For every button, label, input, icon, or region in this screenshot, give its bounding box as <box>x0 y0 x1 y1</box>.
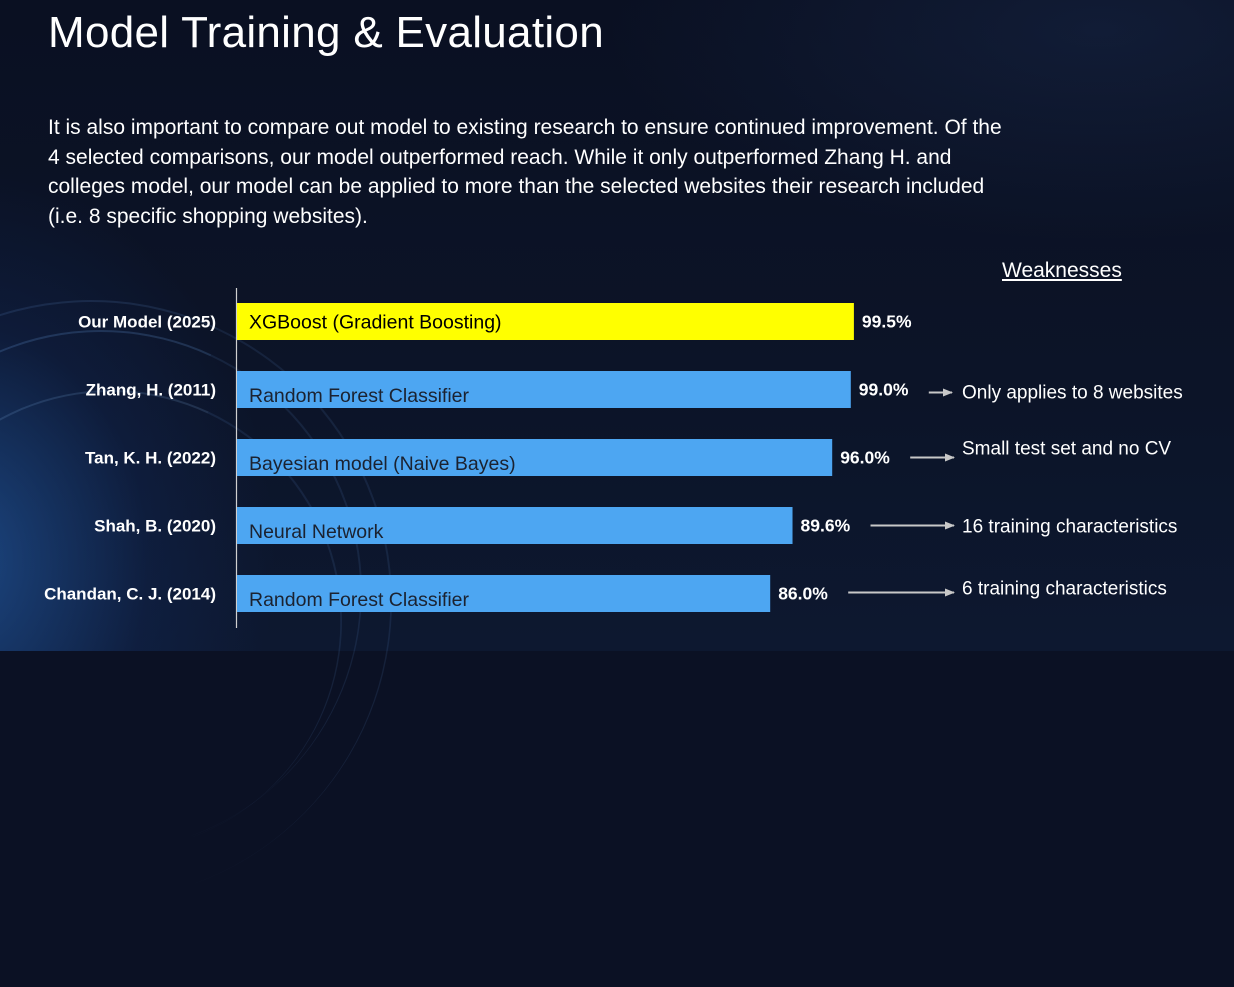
weakness-label: 16 training characteristics <box>962 517 1177 538</box>
slide-title: Model Training & Evaluation <box>48 8 604 57</box>
category-label: Shah, B. (2020) <box>94 517 216 536</box>
bar-model-label: Random Forest Classifier <box>249 385 469 407</box>
bar <box>237 575 771 612</box>
category-label: Zhang, H. (2011) <box>86 381 216 400</box>
category-label: Our Model (2025) <box>78 313 216 332</box>
weaknesses-heading: Weaknesses <box>1002 259 1122 282</box>
comparison-bar-chart: Our Model (2025) XGBoost (Gradient Boosti… <box>44 288 1183 628</box>
category-label: Chandan, C. J. (2014) <box>44 585 216 604</box>
value-label: 99.0% <box>859 380 909 400</box>
bar-model-label: Random Forest Classifier <box>249 589 469 611</box>
weakness-label: 6 training characteristics <box>962 579 1167 600</box>
bar-model-label: Neural Network <box>249 521 384 543</box>
bar <box>237 507 793 544</box>
weakness-label: Small test set and no CV <box>962 439 1171 460</box>
value-label: 89.6% <box>801 516 851 536</box>
value-label: 99.5% <box>862 312 912 332</box>
bar-model-label: Bayesian model (Naive Bayes) <box>249 453 516 475</box>
value-label: 86.0% <box>778 584 828 604</box>
bar <box>237 371 851 408</box>
bar-model-label: XGBoost (Gradient Boosting) <box>249 312 502 334</box>
bar-highlight <box>237 303 854 340</box>
weakness-label: Only applies to 8 websites <box>962 383 1183 404</box>
category-label: Tan, K. H. (2022) <box>85 449 216 468</box>
intro-paragraph: It is also important to compare out mode… <box>48 116 1002 228</box>
value-label: 96.0% <box>840 448 890 468</box>
bar <box>237 439 833 476</box>
